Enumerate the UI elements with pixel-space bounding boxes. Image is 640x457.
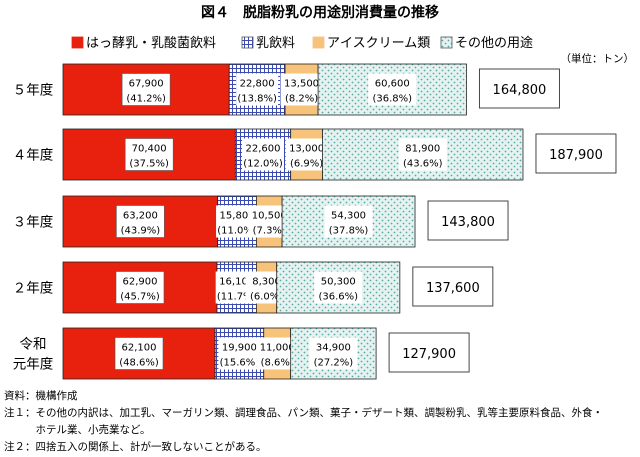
segment-share-label: (45.7%) <box>120 292 160 303</box>
category-label: ３年度 <box>13 215 54 231</box>
total-label: 143,800 <box>441 215 495 230</box>
segment-value-label: 22,800 <box>240 79 275 90</box>
legend-swatch-3 <box>312 36 325 49</box>
segment-share-label: (11.0%) <box>217 226 257 237</box>
segment-label-box <box>236 73 279 106</box>
segment-share-label: (12.0%) <box>243 159 283 170</box>
total-label: 187,900 <box>549 148 603 163</box>
legend-label-2: 乳飲料 <box>256 35 295 51</box>
segment-value-label: 34,900 <box>316 343 351 354</box>
segment-label-box <box>242 138 285 171</box>
segment-share-label: (43.6%) <box>403 159 443 170</box>
segment-value-label: 60,600 <box>375 79 410 90</box>
segment-share-label: (11.7%) <box>217 292 257 303</box>
segment-share-label: (36.8%) <box>372 94 412 105</box>
segment-share-label: (15.6%) <box>220 358 260 369</box>
legend-swatch-2 <box>241 36 254 49</box>
segment-value-label: 10,500 <box>252 211 287 222</box>
segment-value-label: 19,900 <box>222 343 257 354</box>
segment-value-label: 62,100 <box>122 343 157 354</box>
note-line: 注２：四捨五入の関係上、計が一致しないことがある。 <box>4 440 267 453</box>
total-box <box>478 68 560 109</box>
segment-share-label: (6.9%) <box>290 159 323 170</box>
segment-share-label: (43.9%) <box>121 226 161 237</box>
bar-row: ５年度 67,900 (41.2%) 22,800 (13.8%) 13,500 (8.2%… <box>13 63 560 116</box>
segment-value-label: 62,900 <box>122 277 157 288</box>
segment-share-label: (36.6%) <box>318 292 358 303</box>
legend-label-1: はっ酵乳・乳酸菌飲料 <box>86 35 216 51</box>
segment-value-label: 54,300 <box>331 211 366 222</box>
segment-value-label: 11,000 <box>260 343 295 354</box>
note-line: 注１：その他の内訳は、加工乳、マーガリン類、調理食品、パン類、菓子・デザート類、… <box>4 406 603 419</box>
segment-label-box <box>218 337 261 370</box>
segment-share-label: (41.2%) <box>126 94 166 105</box>
total-label: 137,600 <box>426 281 480 296</box>
segment-value-label: 63,200 <box>123 211 158 222</box>
segment-label-box <box>124 138 174 171</box>
segment-label-box <box>280 73 323 106</box>
chart-title: 図４ 脱脂粉乳の用途別消費量の推移 <box>201 4 439 21</box>
segment-value-label: 13,000 <box>289 144 324 155</box>
segment-share-label: (8.6%) <box>261 358 294 369</box>
total-box <box>388 332 470 373</box>
segment-label-box <box>368 73 417 106</box>
segment-label-box <box>398 138 447 171</box>
legend-swatch-1 <box>71 36 84 49</box>
segment-share-label: (37.5%) <box>129 159 169 170</box>
segment-value-label: 13,500 <box>284 79 319 90</box>
unit-label: （単位：トン） <box>561 52 635 65</box>
total-box <box>535 133 617 174</box>
segment-value-label: 16,100 <box>219 277 254 288</box>
category-label: ４年度 <box>13 148 54 164</box>
segment-value-label: 15,800 <box>220 211 255 222</box>
note-line: 資料：機構作成 <box>4 389 78 402</box>
segment-value-label: 50,300 <box>321 277 356 288</box>
segment-share-label: (13.8%) <box>237 94 277 105</box>
segment-value-label: 67,900 <box>129 79 164 90</box>
segment-value-label: 81,900 <box>405 144 440 155</box>
segment-label-box <box>324 205 373 238</box>
segment-label-box <box>115 271 165 304</box>
total-label: 164,800 <box>493 83 547 98</box>
category-label: 元年度 <box>13 357 54 373</box>
segment-share-label: (48.6%) <box>119 358 159 369</box>
category-label: ２年度 <box>13 281 54 297</box>
bar-rows: ５年度 67,900 (41.2%) 22,800 (13.8%) 13,500 (8.2%… <box>13 63 617 380</box>
legend: はっ酵乳・乳酸菌飲料 乳飲料 アイスクリーム類 その他の用途 <box>71 35 533 51</box>
segment-share-label: (27.2%) <box>314 358 354 369</box>
segment-share-label: (7.3%) <box>253 226 286 237</box>
note-line: ホテル業、小売業など。 <box>4 423 150 436</box>
segment-label-box <box>314 271 363 304</box>
category-label: 令和 <box>20 337 47 353</box>
legend-label-3: アイスクリーム類 <box>327 36 430 51</box>
segment-value-label: 22,600 <box>246 144 281 155</box>
segment-share-label: (37.8%) <box>329 226 369 237</box>
total-label: 127,900 <box>402 347 456 362</box>
segment-share-label: (6.0%) <box>250 292 283 303</box>
category-label: ５年度 <box>13 83 54 99</box>
bar-row: ４年度 70,400 (37.5%) 22,600 (12.0%) 13,000 (6.9%… <box>13 128 617 181</box>
segment-label-box <box>121 73 171 106</box>
notes: 資料：機構作成注１：その他の内訳は、加工乳、マーガリン類、調理食品、パン類、菓子… <box>4 389 603 453</box>
bar-row: ２年度 62,900 (45.7%) 16,100 (11.7%) 8,300 (6.0%)… <box>13 261 494 314</box>
segment-label-box <box>116 205 165 238</box>
bar-row: ３年度 63,200 (43.9%) 15,800 (11.0%) 10,500 (7.3%… <box>13 195 509 248</box>
total-box <box>412 266 494 307</box>
segment-label-box <box>285 138 328 171</box>
segment-label-box <box>114 337 164 370</box>
segment-share-label: (8.2%) <box>285 94 318 105</box>
segment-value-label: 70,400 <box>132 144 167 155</box>
legend-swatch-4 <box>440 36 453 49</box>
total-box <box>427 200 509 241</box>
segment-label-box <box>309 337 358 370</box>
legend-label-4: その他の用途 <box>455 35 533 51</box>
segment-value-label: 8,300 <box>252 277 281 288</box>
